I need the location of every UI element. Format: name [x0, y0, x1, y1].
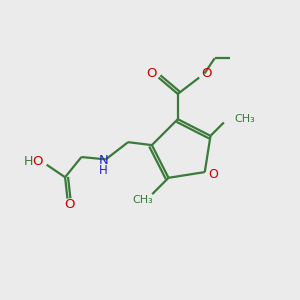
Text: O: O — [202, 68, 212, 80]
Text: CH₃: CH₃ — [132, 195, 153, 205]
Text: H: H — [99, 164, 108, 177]
Text: O: O — [64, 198, 74, 211]
Text: O: O — [32, 155, 42, 168]
Text: CH₃: CH₃ — [234, 114, 255, 124]
Text: O: O — [208, 168, 218, 181]
Text: O: O — [147, 68, 157, 80]
Text: H: H — [23, 155, 33, 168]
Text: N: N — [98, 154, 108, 167]
